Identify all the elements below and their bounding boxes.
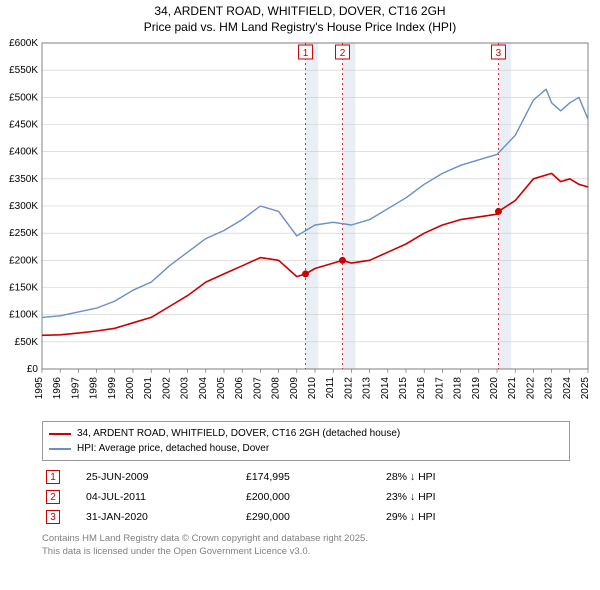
svg-text:£450K: £450K	[9, 120, 38, 131]
svg-text:2009: 2009	[289, 377, 300, 400]
svg-text:1: 1	[303, 48, 309, 59]
svg-text:£100K: £100K	[9, 310, 38, 321]
svg-text:2007: 2007	[252, 377, 263, 400]
svg-text:£350K: £350K	[9, 174, 38, 185]
svg-text:2011: 2011	[325, 377, 336, 399]
svg-text:2024: 2024	[562, 377, 573, 400]
svg-text:2013: 2013	[362, 377, 373, 400]
svg-text:2018: 2018	[453, 377, 464, 400]
svg-text:£150K: £150K	[9, 283, 38, 294]
legend-label: HPI: Average price, detached house, Dove…	[77, 441, 269, 456]
svg-text:2020: 2020	[489, 377, 500, 400]
legend-swatch	[49, 433, 71, 435]
chart-svg: £0 £50K £100K £150K £200K £250K £300K £350K £400…	[0, 37, 600, 417]
legend-label: 34, ARDENT ROAD, WHITFIELD, DOVER, CT16 …	[77, 426, 400, 441]
event-row: 1 25-JUN-2009£174,99528% ↓ HPI	[42, 467, 570, 487]
legend-swatch	[49, 448, 71, 450]
svg-text:2025: 2025	[580, 377, 591, 400]
event-number: 2	[46, 490, 60, 504]
svg-text:2019: 2019	[471, 377, 482, 400]
svg-text:£500K: £500K	[9, 93, 38, 104]
svg-text:2000: 2000	[125, 377, 136, 400]
svg-text:£300K: £300K	[9, 201, 38, 212]
svg-text:£600K: £600K	[9, 38, 38, 49]
svg-text:£550K: £550K	[9, 65, 38, 76]
chart-area: £0 £50K £100K £150K £200K £250K £300K £350K £400…	[0, 37, 600, 417]
chart-title: 34, ARDENT ROAD, WHITFIELD, DOVER, CT16 …	[0, 0, 600, 37]
event-price: £200,000	[242, 487, 382, 507]
svg-text:1995: 1995	[34, 377, 45, 400]
event-price: £174,995	[242, 467, 382, 487]
license-text: Contains HM Land Registry data © Crown c…	[42, 533, 570, 558]
svg-text:2012: 2012	[343, 377, 354, 400]
event-number: 3	[46, 510, 60, 524]
svg-text:1997: 1997	[70, 377, 81, 400]
svg-text:2017: 2017	[434, 377, 445, 400]
event-delta: 28% ↓ HPI	[382, 467, 570, 487]
event-delta: 23% ↓ HPI	[382, 487, 570, 507]
svg-text:1999: 1999	[107, 377, 118, 400]
legend-item: 34, ARDENT ROAD, WHITFIELD, DOVER, CT16 …	[49, 426, 563, 441]
svg-text:2015: 2015	[398, 377, 409, 400]
svg-text:£400K: £400K	[9, 147, 38, 158]
svg-text:2022: 2022	[525, 377, 536, 400]
title-line-1: 34, ARDENT ROAD, WHITFIELD, DOVER, CT16 …	[0, 4, 600, 20]
svg-text:£0: £0	[27, 364, 39, 375]
svg-text:2021: 2021	[507, 377, 518, 400]
svg-text:£250K: £250K	[9, 228, 38, 239]
event-row: 3 31-JAN-2020£290,00029% ↓ HPI	[42, 507, 570, 527]
svg-text:1998: 1998	[89, 377, 100, 400]
event-date: 31-JAN-2020	[82, 507, 242, 527]
svg-text:2003: 2003	[180, 377, 191, 400]
svg-text:2008: 2008	[271, 377, 282, 400]
svg-text:£50K: £50K	[15, 337, 39, 348]
svg-text:2016: 2016	[416, 377, 427, 400]
svg-text:2001: 2001	[143, 377, 154, 400]
svg-text:2002: 2002	[161, 377, 172, 400]
svg-text:£200K: £200K	[9, 256, 38, 267]
svg-text:2006: 2006	[234, 377, 245, 400]
license-line: This data is licensed under the Open Gov…	[42, 546, 570, 558]
events-table: 1 25-JUN-2009£174,99528% ↓ HPI 2 04-JUL-201…	[42, 467, 570, 527]
event-date: 25-JUN-2009	[82, 467, 242, 487]
svg-text:2010: 2010	[307, 377, 318, 400]
title-line-2: Price paid vs. HM Land Registry's House …	[0, 20, 600, 36]
legend-item: HPI: Average price, detached house, Dove…	[49, 441, 563, 456]
svg-text:3: 3	[496, 48, 502, 59]
svg-text:2014: 2014	[380, 377, 391, 400]
event-price: £290,000	[242, 507, 382, 527]
license-line: Contains HM Land Registry data © Crown c…	[42, 533, 570, 545]
svg-text:1996: 1996	[52, 377, 63, 400]
event-number: 1	[46, 470, 60, 484]
svg-text:2005: 2005	[216, 377, 227, 400]
event-date: 04-JUL-2011	[82, 487, 242, 507]
event-delta: 29% ↓ HPI	[382, 507, 570, 527]
event-row: 2 04-JUL-2011£200,00023% ↓ HPI	[42, 487, 570, 507]
legend: 34, ARDENT ROAD, WHITFIELD, DOVER, CT16 …	[42, 421, 570, 461]
svg-text:2023: 2023	[544, 377, 555, 400]
svg-text:2: 2	[340, 48, 346, 59]
svg-text:2004: 2004	[198, 377, 209, 400]
